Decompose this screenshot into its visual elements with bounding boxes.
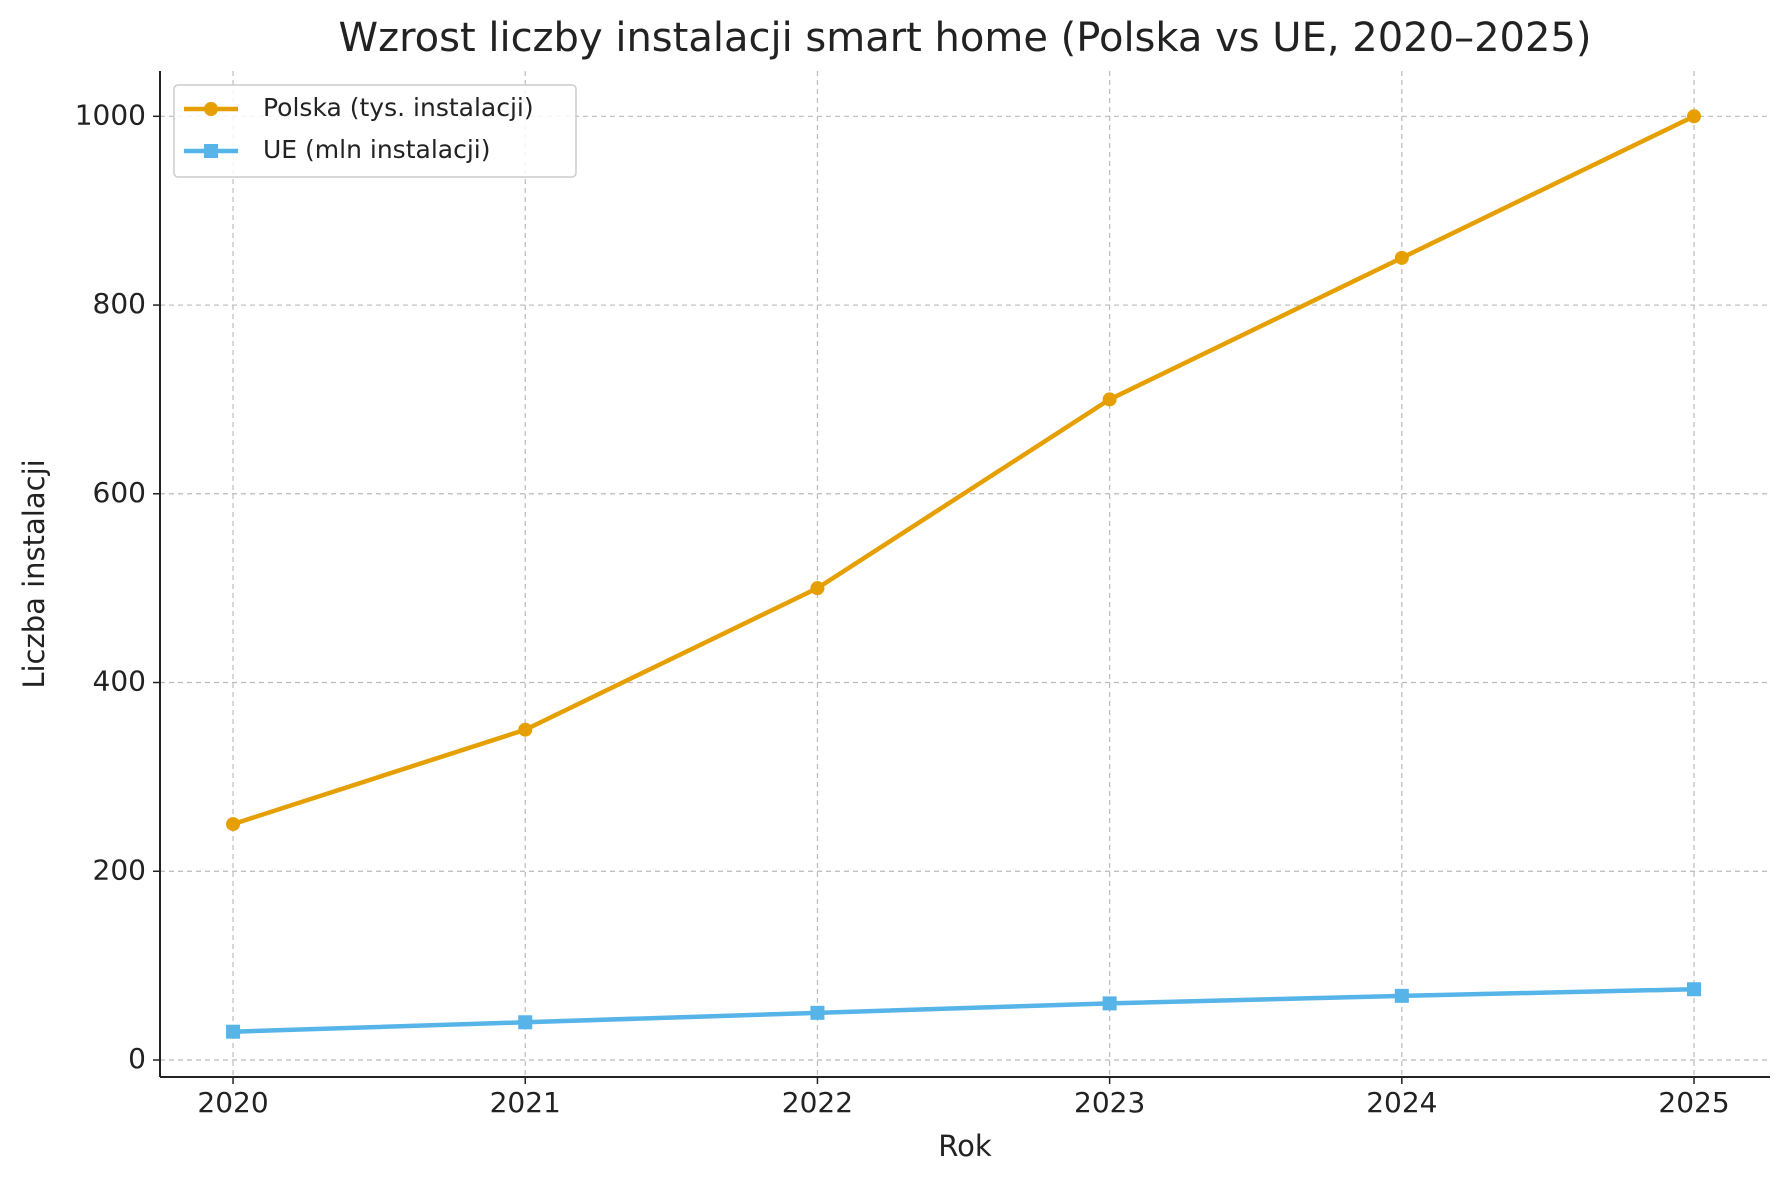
legend-marker [204, 102, 218, 116]
legend-label: UE (mln instalacji) [263, 135, 490, 164]
y-tick-label: 0 [128, 1042, 146, 1075]
chart-title: Wzrost liczby instalacji smart home (Pol… [339, 15, 1592, 61]
y-axis-label: Liczba instalacji [17, 459, 51, 688]
x-tick-label: 2025 [1658, 1086, 1729, 1119]
series-line [232, 986, 1695, 1034]
data-point [810, 581, 825, 596]
y-tick-label: 1000 [75, 98, 146, 131]
data-point [1102, 392, 1117, 407]
legend-label: Polska (tys. instalacji) [263, 93, 534, 122]
x-axis-label: Rok [938, 1129, 992, 1163]
y-tick-label: 400 [93, 665, 146, 698]
y-tick-label: 600 [93, 476, 146, 509]
data-point [518, 722, 533, 737]
x-tick-label: 2024 [1366, 1086, 1437, 1119]
x-tick-label: 2022 [782, 1086, 853, 1119]
data-point [518, 1015, 533, 1030]
data-point [1102, 996, 1117, 1011]
series-line [232, 114, 1696, 827]
data-point [1687, 982, 1702, 997]
x-tick-label: 2023 [1074, 1086, 1145, 1119]
legend-marker [204, 144, 218, 158]
data-point [1394, 988, 1409, 1003]
x-tick-label: 2021 [490, 1086, 561, 1119]
x-tick-label: 2020 [197, 1086, 268, 1119]
y-tick-label: 200 [93, 853, 146, 886]
data-point [226, 1024, 241, 1039]
data-point [810, 1005, 825, 1020]
data-point [226, 817, 241, 832]
data-point [1687, 109, 1702, 124]
legend-box [173, 84, 577, 178]
data-point [1394, 250, 1409, 265]
y-tick-label: 800 [93, 287, 146, 320]
